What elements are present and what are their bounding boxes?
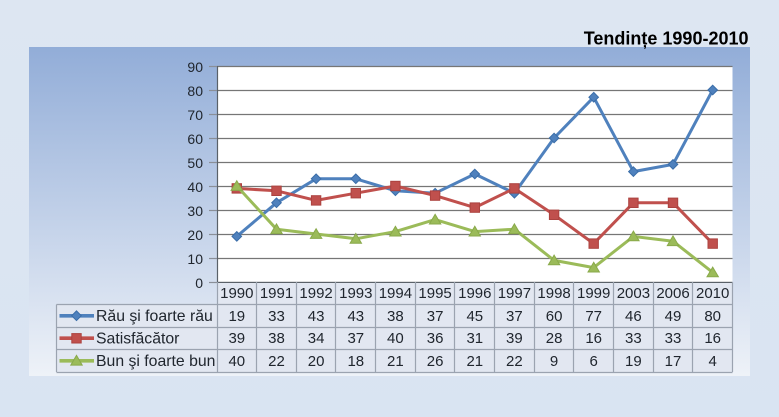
svg-text:Rău şi foarte rău: Rău şi foarte rău [96, 308, 213, 325]
svg-text:26: 26 [427, 353, 444, 370]
svg-text:2010: 2010 [696, 285, 729, 302]
svg-text:43: 43 [308, 308, 325, 325]
svg-text:50: 50 [187, 155, 203, 171]
svg-text:37: 37 [506, 308, 523, 325]
svg-text:18: 18 [347, 353, 364, 370]
svg-text:36: 36 [427, 330, 444, 347]
svg-text:16: 16 [585, 330, 602, 347]
svg-text:80: 80 [187, 83, 203, 99]
svg-text:10: 10 [187, 251, 203, 267]
svg-text:43: 43 [347, 308, 364, 325]
svg-text:Satisfăcător: Satisfăcător [96, 331, 179, 348]
svg-text:39: 39 [506, 330, 523, 347]
svg-text:40: 40 [387, 330, 404, 347]
svg-text:Tendințe 1990-2010: Tendințe 1990-2010 [584, 29, 749, 49]
svg-text:40: 40 [187, 179, 203, 195]
svg-text:77: 77 [585, 308, 602, 325]
svg-text:9: 9 [550, 353, 558, 370]
svg-text:40: 40 [228, 353, 245, 370]
svg-text:28: 28 [546, 330, 563, 347]
svg-text:1997: 1997 [498, 285, 531, 302]
svg-text:0: 0 [195, 275, 203, 291]
svg-text:37: 37 [427, 308, 444, 325]
svg-text:37: 37 [347, 330, 364, 347]
svg-text:6: 6 [590, 353, 598, 370]
svg-text:22: 22 [268, 353, 285, 370]
svg-text:1990: 1990 [220, 285, 253, 302]
svg-text:33: 33 [268, 308, 285, 325]
svg-text:20: 20 [187, 227, 203, 243]
svg-text:49: 49 [665, 308, 682, 325]
svg-text:30: 30 [187, 203, 203, 219]
svg-text:19: 19 [228, 308, 245, 325]
svg-text:19: 19 [625, 353, 642, 370]
svg-text:38: 38 [387, 308, 404, 325]
svg-text:21: 21 [466, 353, 483, 370]
svg-text:46: 46 [625, 308, 642, 325]
svg-text:16: 16 [704, 330, 721, 347]
svg-text:1992: 1992 [299, 285, 332, 302]
svg-text:38: 38 [268, 330, 285, 347]
svg-text:39: 39 [228, 330, 245, 347]
svg-text:22: 22 [506, 353, 523, 370]
svg-text:33: 33 [665, 330, 682, 347]
svg-text:17: 17 [665, 353, 682, 370]
svg-text:34: 34 [308, 330, 325, 347]
svg-text:90: 90 [187, 59, 203, 75]
svg-text:70: 70 [187, 107, 203, 123]
svg-text:1991: 1991 [260, 285, 293, 302]
svg-text:1995: 1995 [418, 285, 451, 302]
svg-text:2006: 2006 [656, 285, 689, 302]
svg-text:2003: 2003 [617, 285, 650, 302]
svg-text:31: 31 [466, 330, 483, 347]
svg-text:60: 60 [546, 308, 563, 325]
svg-text:20: 20 [308, 353, 325, 370]
svg-text:45: 45 [466, 308, 483, 325]
svg-text:1993: 1993 [339, 285, 372, 302]
svg-text:60: 60 [187, 131, 203, 147]
svg-text:1998: 1998 [537, 285, 570, 302]
svg-text:80: 80 [704, 308, 721, 325]
svg-text:1994: 1994 [379, 285, 412, 302]
svg-text:Bun şi foarte bun: Bun şi foarte bun [96, 353, 215, 370]
svg-text:1996: 1996 [458, 285, 491, 302]
svg-text:1999: 1999 [577, 285, 610, 302]
svg-text:33: 33 [625, 330, 642, 347]
svg-text:4: 4 [709, 353, 717, 370]
svg-text:21: 21 [387, 353, 404, 370]
